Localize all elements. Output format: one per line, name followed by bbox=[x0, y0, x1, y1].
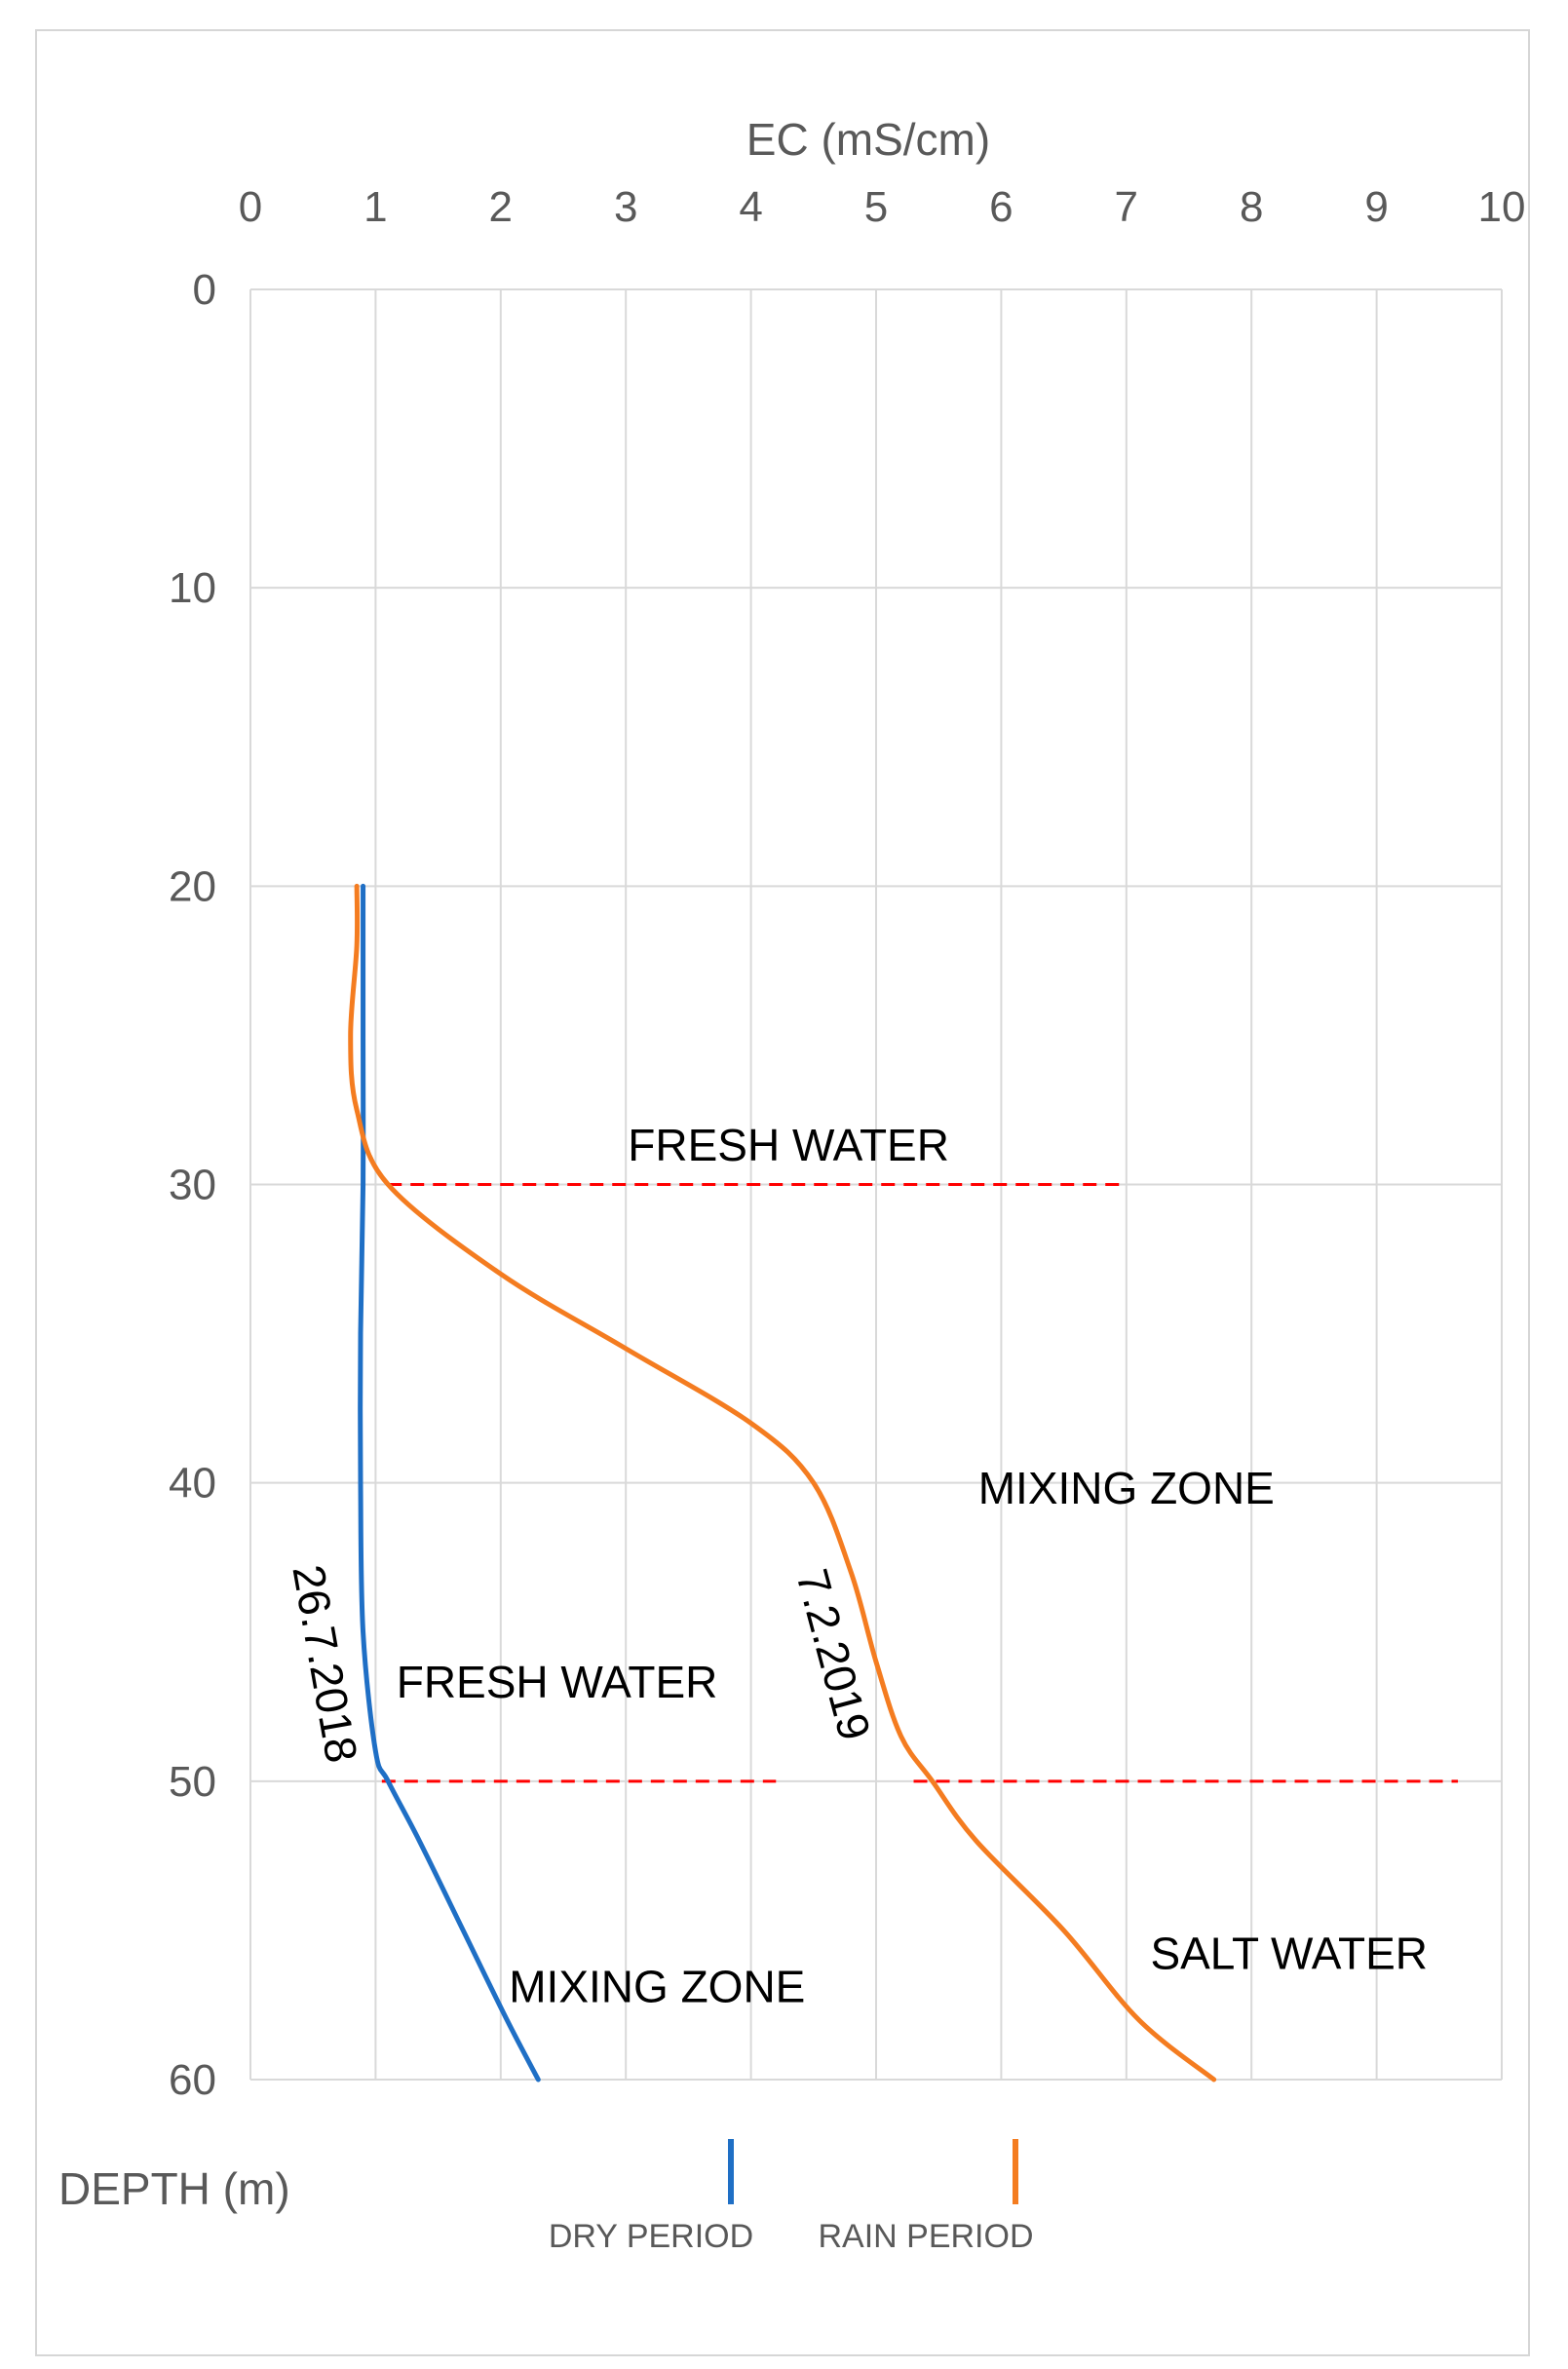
y-tick-label-20: 20 bbox=[169, 862, 216, 910]
x-tick-label-5: 5 bbox=[864, 183, 888, 231]
zone-boundaries bbox=[381, 1183, 1459, 1783]
x-tick-label-6: 6 bbox=[989, 183, 1013, 231]
y-axis-label: DEPTH (m) bbox=[58, 2163, 290, 2214]
tick-labels: 0 1 2 3 4 5 6 7 8 9 10 0 10 20 30 40 50 60 bbox=[169, 183, 1525, 2104]
legend-label-rain: RAIN PERIOD bbox=[818, 2218, 1033, 2255]
date-label-dry: 26.7.2018 bbox=[283, 1561, 367, 1767]
x-tick-label-8: 8 bbox=[1240, 183, 1263, 231]
y-tick-label-50: 50 bbox=[169, 1758, 216, 1806]
x-tick-label-0: 0 bbox=[239, 183, 262, 231]
y-tick-label-0: 0 bbox=[193, 266, 216, 314]
y-tick-label-60: 60 bbox=[169, 2056, 216, 2104]
y-tick-label-10: 10 bbox=[169, 564, 216, 612]
x-tick-label-2: 2 bbox=[489, 183, 513, 231]
annotations: FRESH WATER MIXING ZONE FRESH WATER MIXI… bbox=[283, 1120, 1428, 2011]
x-tick-label-1: 1 bbox=[363, 183, 387, 231]
x-tick-label-7: 7 bbox=[1115, 183, 1138, 231]
x-axis-label: EC (mS/cm) bbox=[746, 114, 990, 165]
date-label-rain: 7.2.2019 bbox=[786, 1564, 881, 1745]
x-tick-label-3: 3 bbox=[614, 183, 637, 231]
chart-frame bbox=[35, 29, 1530, 2356]
y-tick-label-40: 40 bbox=[169, 1460, 216, 1508]
annotation-mixing-zone-right: MIXING ZONE bbox=[978, 1463, 1275, 1513]
legend: DRY PERIOD RAIN PERIOD bbox=[549, 2139, 1034, 2255]
series-lines bbox=[348, 883, 1217, 2082]
annotation-fresh-water-top: FRESH WATER bbox=[628, 1120, 949, 1170]
annotation-mixing-zone-left: MIXING ZONE bbox=[509, 1961, 805, 2011]
x-tick-label-10: 10 bbox=[1478, 183, 1526, 231]
annotation-salt-water: SALT WATER bbox=[1150, 1929, 1428, 1979]
legend-label-dry: DRY PERIOD bbox=[549, 2218, 753, 2255]
series-line-rain bbox=[348, 883, 1217, 2082]
x-tick-label-4: 4 bbox=[739, 183, 762, 231]
y-tick-label-30: 30 bbox=[169, 1162, 216, 1209]
x-tick-label-9: 9 bbox=[1364, 183, 1388, 231]
annotation-fresh-water-left: FRESH WATER bbox=[397, 1657, 718, 1707]
